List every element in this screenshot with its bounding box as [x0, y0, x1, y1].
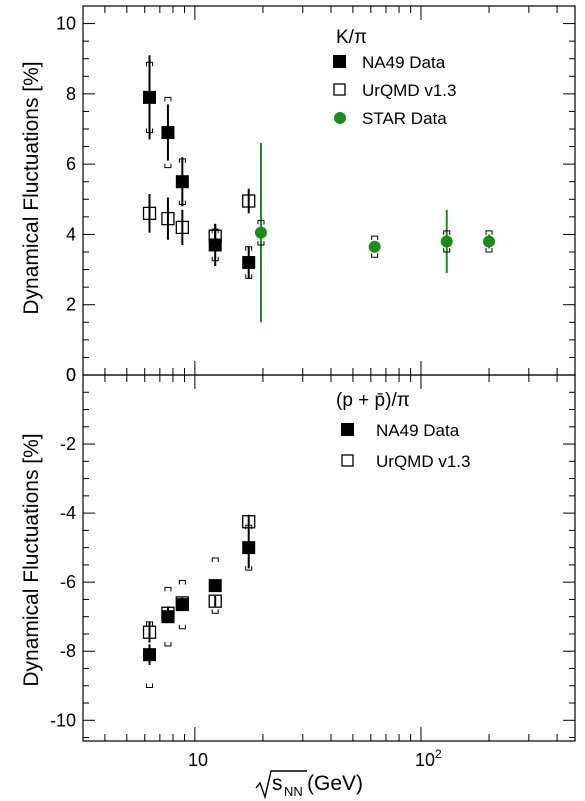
plot-frame-0: [82, 5, 576, 376]
sys-error-bracket: [178, 579, 186, 585]
sys-error-bracket: [164, 163, 172, 169]
x-tick-label-100: 102: [415, 747, 442, 770]
y-tick-label-0: 10: [56, 14, 76, 34]
sys-error-bracket: [485, 230, 493, 235]
data-point-urqmd: [161, 606, 175, 620]
sys-error-bracket: [245, 246, 253, 251]
legend-label-na49-bottom: NA49 Data: [376, 421, 460, 440]
legend-marker-na49-bottom: [341, 423, 354, 436]
data-point-na49: [161, 126, 175, 140]
legend-label-urqmd-bottom: UrQMD v1.3: [376, 452, 470, 471]
data-point-urqmd: [161, 211, 175, 226]
data-point-na49: [242, 541, 256, 555]
y-tick-label-0: 6: [66, 154, 76, 174]
data-point-na49: [242, 256, 256, 270]
sys-error-bracket: [485, 248, 493, 253]
x-axis-title-sub: NN: [284, 784, 303, 799]
sys-error-bracket: [371, 235, 379, 241]
sys-error-bracket: [211, 557, 219, 562]
sys-error-bracket: [146, 621, 154, 626]
data-point-urqmd: [142, 625, 157, 639]
data-point-urqmd: [242, 515, 256, 529]
y-tick-label-1: -8: [60, 641, 76, 661]
panel-label-top: K/π: [336, 27, 367, 48]
y-tick-label-0: 4: [66, 224, 76, 244]
sys-error-bracket: [211, 609, 219, 614]
x-axis-labels: 10 102 s NN (GeV): [188, 747, 442, 800]
sqrt-symbol: [255, 770, 307, 800]
sys-error-bracket: [146, 128, 154, 134]
sys-error-bracket: [178, 200, 186, 206]
legend-marker-na49-top: [333, 55, 346, 68]
data-point-urqmd: [242, 194, 256, 208]
data-point-urqmd: [208, 229, 222, 243]
sys-error-bracket: [371, 253, 379, 258]
x-tick-label-100-base: 10: [415, 750, 435, 770]
sys-error-bracket: [164, 642, 172, 647]
sys-error-bracket: [443, 248, 451, 253]
legend-label-urqmd-top: UrQMD v1.3: [362, 81, 456, 100]
data-point-urqmd: [208, 594, 222, 608]
legend-label-star-top: STAR Data: [362, 109, 447, 128]
sys-error-bracket: [146, 61, 154, 67]
y-tick-label-1: 0: [66, 365, 76, 385]
sys-error-bracket: [178, 158, 186, 163]
sys-error-bracket: [146, 683, 154, 688]
data-point-star: [368, 240, 381, 253]
y-axis-title-bottom: Dynamical Fluctuations [%]: [20, 433, 43, 686]
data-point-urqmd: [175, 220, 189, 235]
legend-top: K/π NA49 Data UrQMD v1.3 STAR Data: [333, 27, 456, 128]
y-tick-label-1: -2: [60, 434, 76, 454]
sys-error-bracket: [245, 566, 253, 571]
sys-error-bracket: [164, 96, 172, 102]
legend-label-na49-top: NA49 Data: [362, 53, 446, 72]
data-point-star: [483, 235, 496, 248]
y-axis-title-top: Dynamical Fluctuations [%]: [20, 61, 43, 314]
x-tick-label-10: 10: [188, 750, 208, 770]
sys-error-bracket: [443, 230, 451, 235]
sys-error-bracket: [257, 240, 265, 246]
legend-marker-urqmd-bottom: [341, 454, 354, 467]
sys-error-bracket: [257, 219, 265, 225]
x-tick-label-100-exp: 2: [435, 747, 442, 761]
plot-frame-1: [82, 374, 576, 742]
sys-error-bracket: [178, 624, 186, 630]
sys-error-bracket: [164, 586, 172, 592]
sys-error-bracket: [245, 274, 253, 279]
data-point-urqmd: [142, 206, 157, 220]
y-tick-label-1: -4: [60, 503, 76, 523]
y-tick-label-0: 8: [66, 84, 76, 104]
data-point-urqmd: [175, 596, 189, 610]
x-axis-title-unit: (GeV): [307, 772, 363, 795]
data-point-na49: [143, 90, 157, 104]
legend-bottom: (p + p̄)/π NA49 Data UrQMD v1.3: [336, 390, 470, 471]
sys-error-bracket: [211, 256, 219, 262]
y-tick-label-0: 2: [66, 295, 76, 315]
data-point-star: [254, 226, 267, 239]
panel-label-bottom: (p + p̄)/π: [336, 390, 410, 411]
legend-marker-star-top: [334, 112, 346, 124]
y-tick-label-1: -6: [60, 572, 76, 592]
data-point-na49: [208, 579, 222, 593]
y-tick-label-1: -10: [50, 710, 76, 730]
y-tick-label-0: 0: [66, 365, 76, 385]
x-axis-title: s NN (GeV): [255, 770, 363, 800]
data-point-na49: [143, 648, 157, 662]
x-axis-title-s: s: [272, 772, 283, 795]
data-point-star: [440, 235, 453, 248]
data-point-na49: [175, 175, 189, 189]
legend-marker-urqmd-top: [333, 83, 346, 96]
